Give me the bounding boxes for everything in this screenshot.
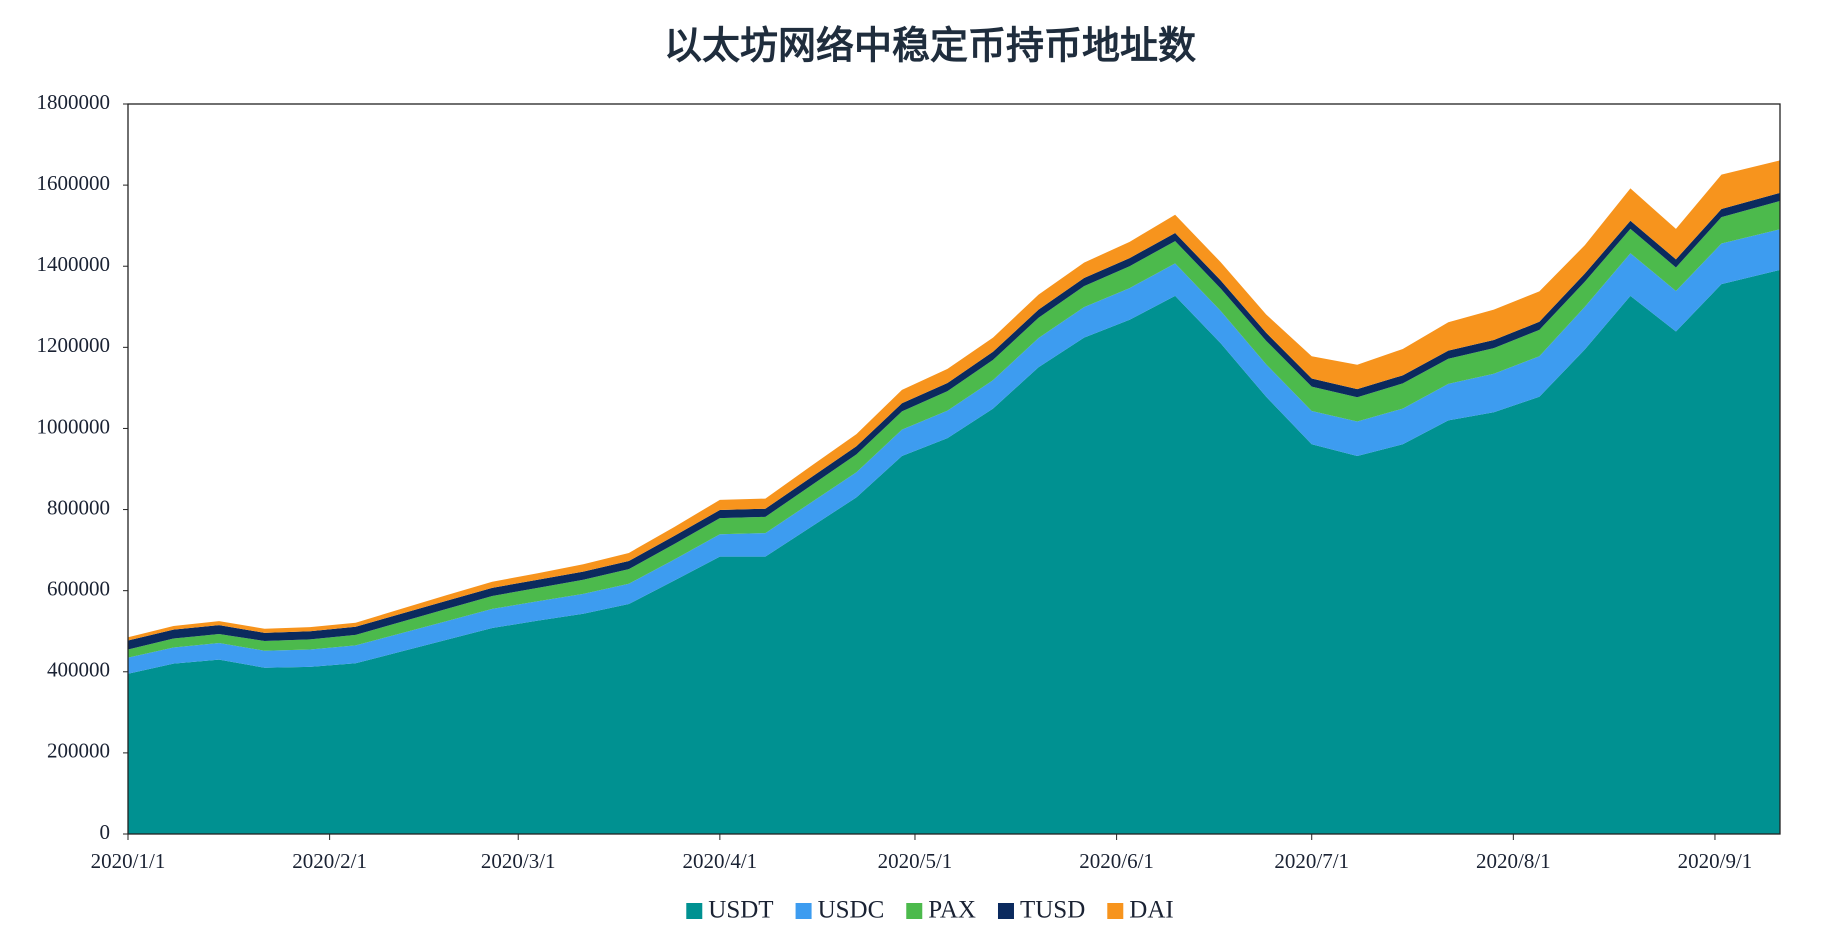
- legend-swatch: [906, 903, 923, 919]
- x-tick-label: 2020/7/1: [1274, 849, 1349, 873]
- legend-label: USDT: [708, 897, 773, 924]
- area: [128, 229, 1780, 674]
- legend-swatch: [1107, 903, 1124, 919]
- x-tick-label: 2020/6/1: [1079, 849, 1154, 873]
- y-tick-label: 1400000: [37, 252, 111, 276]
- y-tick-label: 0: [100, 820, 111, 844]
- x-tick-label: 2020/3/1: [481, 849, 556, 873]
- area: [128, 269, 1780, 835]
- y-tick-label: 1800000: [37, 90, 111, 114]
- legend-swatch: [795, 903, 812, 919]
- legend-swatch: [686, 903, 703, 919]
- legend-swatch: [997, 903, 1014, 919]
- y-tick-label: 1200000: [37, 333, 111, 357]
- legend-label: DAI: [1129, 897, 1173, 924]
- legend-label: TUSD: [1020, 897, 1085, 924]
- area: [128, 160, 1780, 641]
- x-tick-label: 2020/8/1: [1476, 849, 1551, 873]
- x-tick-label: 2020/5/1: [878, 849, 953, 873]
- plot-border: [127, 103, 1781, 835]
- x-tick-label: 2020/1/1: [91, 849, 166, 873]
- y-tick-label: 400000: [47, 658, 110, 682]
- y-tick-label: 600000: [47, 576, 110, 600]
- legend-label: USDC: [818, 897, 885, 924]
- y-tick-label: 1000000: [37, 414, 111, 438]
- chart-title: 以太坊网络中稳定币持币地址数: [664, 25, 1196, 68]
- y-tick-label: 800000: [47, 495, 110, 519]
- y-tick-label: 1600000: [37, 171, 111, 195]
- legend-label: PAX: [928, 897, 976, 924]
- x-tick-label: 2020/9/1: [1678, 849, 1753, 873]
- x-tick-label: 2020/2/1: [292, 849, 367, 873]
- x-tick-label: 2020/4/1: [683, 849, 758, 873]
- y-tick-label: 200000: [47, 739, 110, 763]
